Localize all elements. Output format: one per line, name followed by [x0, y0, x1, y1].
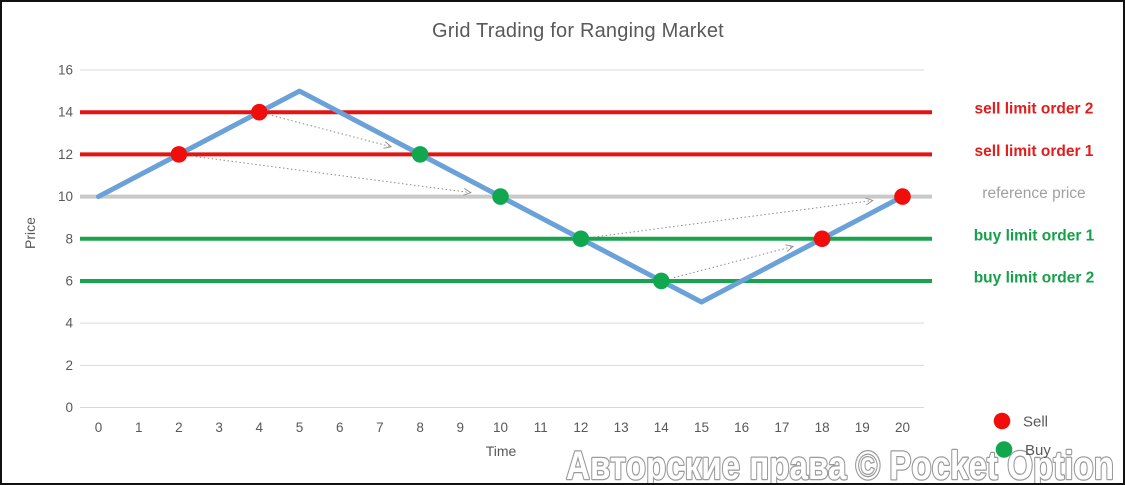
buy-marker: [411, 146, 429, 163]
y-tick-label: 10: [58, 189, 73, 204]
trade-arrow: [673, 244, 795, 279]
y-tick-label: 16: [58, 63, 73, 78]
watermark-text: Авторские права © Pocket Option: [566, 444, 1114, 483]
buy-marker: [572, 230, 590, 248]
x-tick-label: 16: [734, 420, 749, 435]
price-level-label: sell limit order 2: [975, 101, 1094, 118]
price-level-label: buy limit order 1: [974, 227, 1095, 244]
chart-legend: Sell Buy: [993, 412, 1051, 459]
chart-title: Grid Trading for Ranging Market: [432, 20, 724, 42]
x-tick-label: 14: [654, 420, 670, 435]
x-tick-label: 19: [855, 420, 870, 435]
sell-marker: [813, 230, 831, 248]
y-tick-label: 2: [65, 358, 73, 373]
sell-marker: [170, 146, 188, 163]
x-tick-label: 6: [336, 420, 344, 435]
y-tick-label: 6: [65, 273, 73, 288]
price-level-label: sell limit order 1: [975, 143, 1094, 160]
sell-legend-dot-icon: [993, 412, 1011, 430]
x-tick-label: 10: [493, 420, 508, 435]
x-tick-label: 3: [215, 420, 223, 435]
x-tick-label: 18: [815, 420, 830, 435]
sell-legend-label: Sell: [1023, 414, 1048, 431]
buy-marker: [653, 272, 670, 290]
price-level-label: buy limit order 2: [974, 269, 1095, 286]
x-tick-label: 13: [614, 420, 629, 435]
y-tick-label: 0: [65, 400, 73, 415]
buy-legend-label: Buy: [1025, 442, 1051, 459]
x-tick-label: 2: [175, 420, 183, 435]
y-tick-label: 4: [65, 316, 73, 331]
x-tick-label: 15: [694, 420, 709, 435]
trade-arrow: [593, 197, 874, 238]
x-tick-label: 9: [457, 420, 465, 435]
sell-marker: [250, 103, 268, 121]
trade-arrow: [271, 115, 393, 149]
x-tick-label: 5: [296, 420, 304, 435]
x-tick-label: 1: [135, 420, 143, 435]
x-tick-label: 8: [416, 420, 424, 435]
x-tick-label: 17: [774, 420, 789, 435]
buy-marker: [492, 188, 509, 205]
trade-arrow: [191, 155, 472, 196]
x-tick-label: 4: [256, 420, 264, 435]
sell-marker: [894, 188, 911, 205]
x-tick-label: 12: [573, 420, 588, 435]
y-tick-label: 12: [58, 147, 73, 162]
x-tick-label: 0: [95, 420, 103, 435]
y-tick-label: 14: [58, 105, 74, 120]
buy-legend-dot-icon: [995, 441, 1013, 458]
x-tick-label: 7: [376, 420, 384, 435]
x-tick-label: 11: [534, 420, 548, 435]
y-tick-label: 8: [65, 231, 73, 246]
price-level-label: reference price: [982, 185, 1085, 202]
x-tick-label: 20: [895, 420, 910, 435]
x-axis-title: Time: [485, 443, 517, 459]
